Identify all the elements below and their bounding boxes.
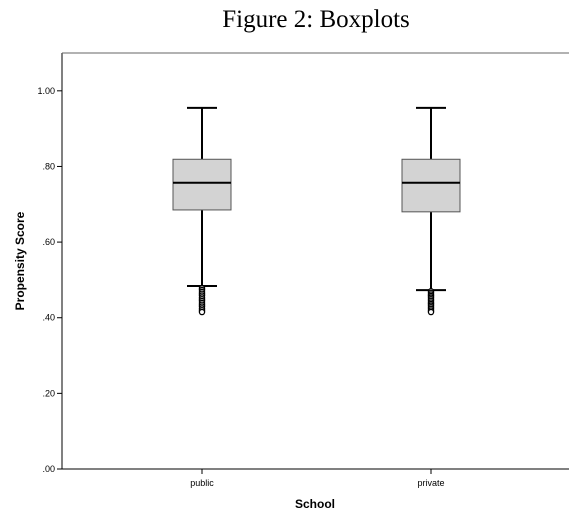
x-tick-label: public <box>190 478 214 488</box>
y-tick-label: .40 <box>42 313 55 323</box>
iqr-box <box>172 158 232 211</box>
outlier-point <box>198 308 206 316</box>
y-tick-label: .80 <box>42 161 55 171</box>
x-ticks: public private <box>190 469 445 488</box>
box-public <box>172 106 232 316</box>
axes <box>61 52 569 470</box>
y-tick-label: .00 <box>42 464 55 474</box>
y-tick-label: 1.00 <box>37 86 55 96</box>
boxes <box>172 106 461 316</box>
box-private <box>401 106 461 316</box>
x-axis-title: School <box>295 497 335 511</box>
iqr-box <box>401 158 461 213</box>
x-tick-label: private <box>417 478 444 488</box>
y-axis-title: Propensity Score <box>13 211 27 310</box>
y-ticks: .00 .20 .40 .60 .80 1.00 <box>37 86 62 474</box>
page-title: Figure 2: Boxplots <box>222 6 410 33</box>
y-tick-label: .60 <box>42 237 55 247</box>
y-tick-label: .20 <box>42 388 55 398</box>
outlier-point <box>427 308 435 316</box>
